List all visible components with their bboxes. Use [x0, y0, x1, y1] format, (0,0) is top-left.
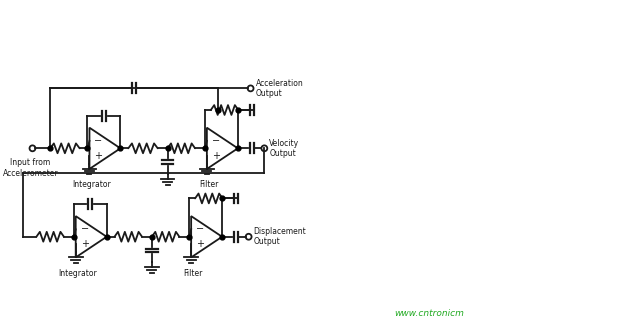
- Text: −: −: [81, 224, 89, 234]
- Text: +: +: [212, 151, 219, 161]
- Text: Displacement
Output: Displacement Output: [254, 227, 306, 246]
- Text: Acceleration
Output: Acceleration Output: [255, 79, 303, 98]
- Text: www.cntronicm: www.cntronicm: [394, 309, 464, 318]
- Text: Filter: Filter: [199, 180, 218, 189]
- Text: Integrator: Integrator: [72, 180, 111, 189]
- Text: +: +: [81, 239, 89, 249]
- Text: −: −: [94, 136, 102, 146]
- Text: +: +: [94, 151, 102, 161]
- Text: Velocity
Output: Velocity Output: [269, 139, 299, 158]
- Text: −: −: [196, 224, 204, 234]
- Text: +: +: [196, 239, 204, 249]
- Text: −: −: [212, 136, 220, 146]
- Text: Integrator: Integrator: [58, 269, 97, 278]
- Text: Input from
Accelerometer: Input from Accelerometer: [2, 158, 58, 177]
- Text: Filter: Filter: [184, 269, 203, 278]
